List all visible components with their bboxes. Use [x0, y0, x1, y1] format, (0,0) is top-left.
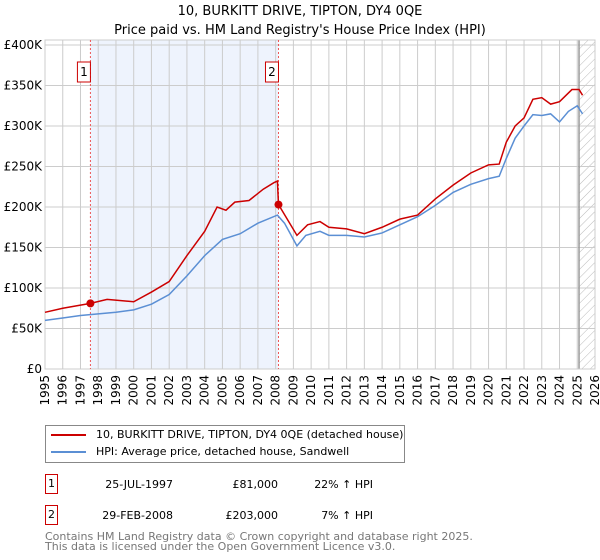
sale-badge-label: 2 [268, 65, 276, 79]
x-tick-label: 2020 [482, 375, 496, 406]
x-tick-label: 2017 [428, 375, 442, 406]
x-tick-label: 2022 [517, 375, 531, 406]
x-tick-label: 2005 [215, 375, 229, 406]
footer: Contains HM Land Registry data © Crown c… [45, 530, 473, 553]
sale-point [86, 299, 95, 308]
x-tick-label: 2002 [162, 375, 176, 406]
x-tick-label: 2013 [357, 375, 371, 406]
x-tick-label: 1997 [73, 375, 87, 406]
y-tick-label: £200K [4, 200, 44, 214]
transaction-date: 29-FEB-2008 [102, 508, 173, 522]
transaction-date: 25-JUL-1997 [105, 477, 173, 491]
transaction-hpi: 7% ↑ HPI [321, 508, 373, 522]
y-tick-label: £0 [27, 362, 42, 376]
sale-badge-label: 1 [80, 65, 88, 79]
x-tick-label: 2012 [340, 375, 354, 406]
x-tick-label: 2016 [411, 375, 425, 406]
x-tick-label: 2010 [304, 375, 318, 406]
y-tick-label: £400K [4, 38, 44, 52]
y-tick-label: £100K [4, 281, 44, 295]
transaction-row: 2 29-FEB-2008 £203,000 7% ↑ HPI [45, 505, 373, 525]
transaction-price: £81,000 [232, 477, 279, 491]
x-tick-label: 1998 [91, 375, 105, 406]
x-tick-label: 2004 [198, 375, 212, 406]
plot-border [44, 39, 596, 370]
legend: 10, BURKITT DRIVE, TIPTON, DY4 0QE (deta… [45, 425, 405, 463]
forecast-hatch [579, 40, 595, 369]
x-tick-label: 2001 [144, 375, 158, 406]
x-tick-label: 2015 [393, 375, 407, 406]
x-tick-label: 2021 [499, 375, 513, 406]
hpi-line [44, 104, 584, 322]
transaction-price: £203,000 [225, 508, 279, 522]
price-chart: 1995 1996 1997 1998 1999 2000 2001 2002 2003 2004… [4, 38, 600, 406]
legend-property-label: 10, BURKITT DRIVE, TIPTON, DY4 0QE (deta… [96, 428, 404, 441]
x-tick-label: 2011 [322, 375, 336, 406]
title-line-2: Price paid vs. HM Land Registry's House … [114, 23, 486, 38]
x-tick-label: 2014 [375, 375, 389, 406]
y-tick-label: £50K [11, 322, 43, 336]
x-tick-label: 2025 [570, 375, 584, 406]
x-tick-label: 2026 [588, 375, 600, 406]
x-tick-label: 2018 [446, 375, 460, 406]
y-tick-label: £250K [4, 160, 44, 174]
ownership-shade [90, 40, 279, 369]
y-tick-label: £300K [4, 119, 44, 133]
x-tick-label: 1999 [109, 375, 123, 406]
x-tick-label: 2009 [286, 375, 300, 406]
y-tick-label: £350K [4, 79, 44, 93]
x-tick-label: 2008 [269, 375, 283, 406]
legend-property-swatch [51, 433, 86, 436]
sale-badge [264, 61, 279, 83]
transaction-row: 1 25-JUL-1997 £81,000 22% ↑ HPI [45, 474, 373, 494]
x-tick-label: 2023 [535, 375, 549, 406]
x-tick-label: 2000 [127, 375, 141, 406]
sale-point [274, 200, 283, 209]
x-tick-label: 2007 [251, 375, 265, 406]
x-tick-label: 1996 [56, 375, 70, 406]
chart-title: 10, BURKITT DRIVE, TIPTON, DY4 0QE Price… [0, 2, 600, 40]
transaction-badge: 1 [45, 474, 58, 494]
property-price-line [44, 88, 584, 314]
x-tick-label: 2024 [553, 375, 567, 406]
sale-badge [76, 61, 91, 83]
y-tick-label: £150K [4, 241, 44, 255]
legend-hpi-label: HPI: Average price, detached house, Sand… [96, 445, 350, 458]
footer-line: This data is licensed under the Open Gov… [45, 540, 396, 553]
title-line-1: 10, BURKITT DRIVE, TIPTON, DY4 0QE [177, 4, 423, 19]
footer-line: Contains HM Land Registry data © Crown c… [45, 530, 473, 543]
transaction-hpi: 22% ↑ HPI [314, 477, 373, 491]
x-tick-label: 1995 [38, 375, 52, 406]
x-tick-label: 2003 [180, 375, 194, 406]
transaction-badge: 2 [45, 505, 58, 525]
legend-hpi-swatch [51, 450, 86, 453]
x-tick-label: 2019 [464, 375, 478, 406]
x-tick-label: 2006 [233, 375, 247, 406]
